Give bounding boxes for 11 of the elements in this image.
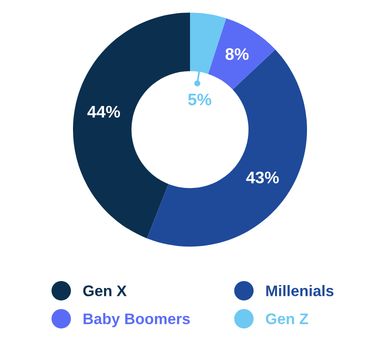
legend-label: Gen Z bbox=[266, 313, 308, 324]
data-label: 44% bbox=[87, 106, 120, 118]
donut-slice bbox=[208, 18, 276, 90]
data-label: 5% bbox=[188, 94, 212, 106]
data-label: 8% bbox=[226, 48, 249, 60]
data-label: 43% bbox=[246, 172, 279, 184]
legend-label: Gen X bbox=[83, 285, 127, 296]
legend-label: Baby Boomers bbox=[84, 313, 190, 328]
donut-slice bbox=[73, 12, 190, 238]
legend-label: Millenials bbox=[266, 285, 334, 296]
donut-slice bbox=[146, 49, 307, 247]
